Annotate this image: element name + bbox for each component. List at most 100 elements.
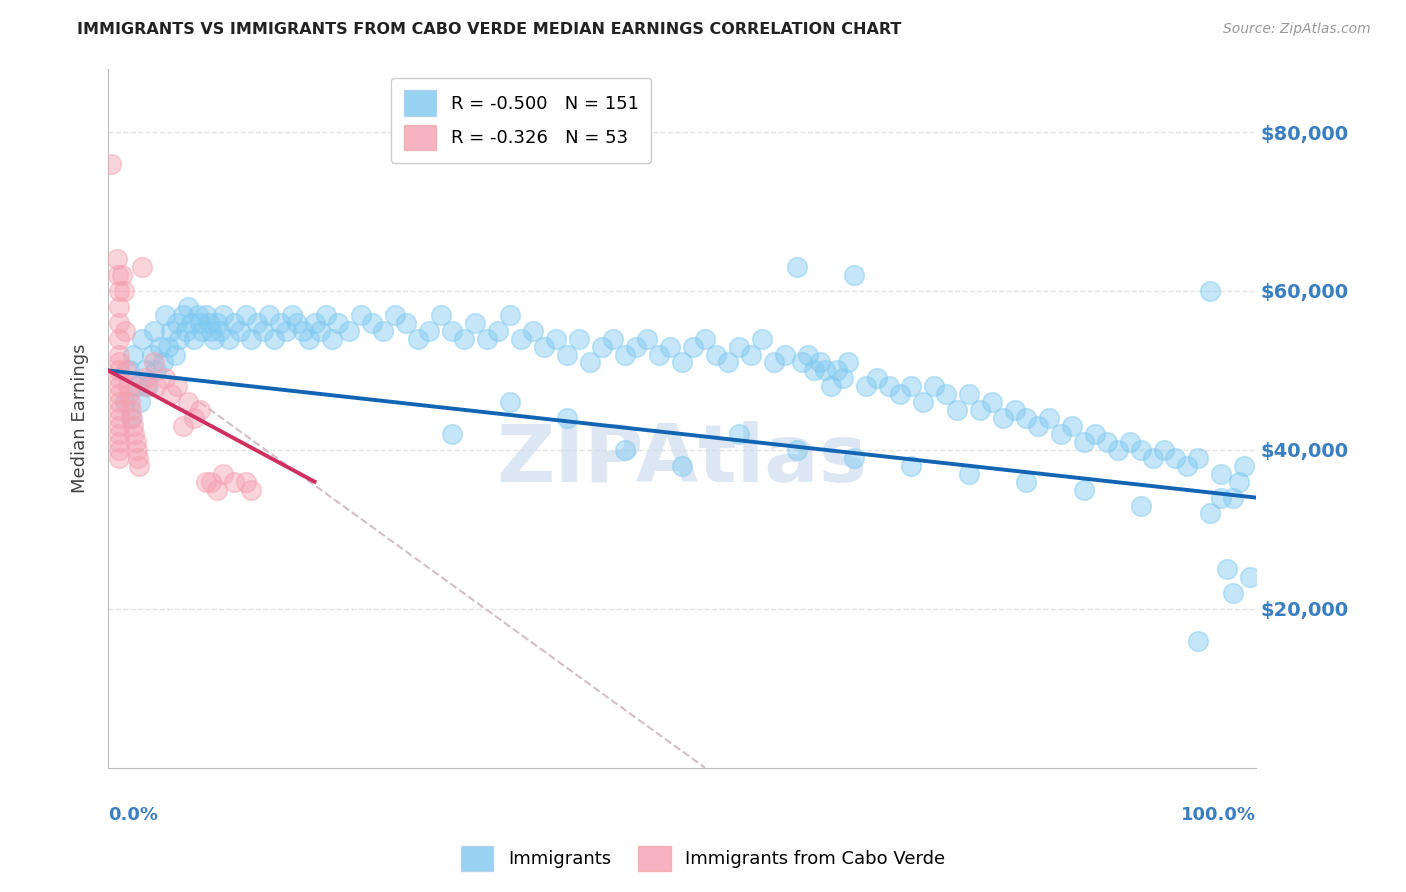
Point — [624, 340, 647, 354]
Point — [108, 355, 131, 369]
Point — [1130, 442, 1153, 457]
Point — [263, 332, 285, 346]
Point — [115, 363, 138, 377]
Point — [194, 308, 217, 322]
Point — [717, 355, 740, 369]
Point — [172, 419, 194, 434]
Point — [114, 324, 136, 338]
Point — [993, 411, 1015, 425]
Point — [188, 403, 211, 417]
Point — [1015, 475, 1038, 489]
Point — [814, 363, 837, 377]
Point — [131, 332, 153, 346]
Point — [188, 316, 211, 330]
Point — [209, 324, 232, 338]
Point — [183, 332, 205, 346]
Point — [108, 363, 131, 377]
Point — [693, 332, 716, 346]
Point — [1015, 411, 1038, 425]
Point — [1222, 491, 1244, 505]
Point — [659, 340, 682, 354]
Point — [1004, 403, 1026, 417]
Point — [200, 324, 222, 338]
Point — [855, 379, 877, 393]
Text: ZIPAtlas: ZIPAtlas — [496, 421, 868, 499]
Point — [205, 316, 228, 330]
Point — [957, 387, 980, 401]
Point — [326, 316, 349, 330]
Text: IMMIGRANTS VS IMMIGRANTS FROM CABO VERDE MEDIAN EARNINGS CORRELATION CHART: IMMIGRANTS VS IMMIGRANTS FROM CABO VERDE… — [77, 22, 901, 37]
Point — [1026, 419, 1049, 434]
Point — [145, 379, 167, 393]
Point — [1142, 450, 1164, 465]
Point — [156, 340, 179, 354]
Point — [969, 403, 991, 417]
Point — [155, 308, 177, 322]
Point — [108, 434, 131, 449]
Point — [149, 340, 172, 354]
Point — [118, 363, 141, 377]
Point — [441, 427, 464, 442]
Point — [441, 324, 464, 338]
Point — [229, 324, 252, 338]
Point — [172, 308, 194, 322]
Point — [1038, 411, 1060, 425]
Point — [820, 379, 842, 393]
Point — [555, 411, 578, 425]
Point — [122, 419, 145, 434]
Point — [486, 324, 509, 338]
Point — [533, 340, 555, 354]
Point — [499, 395, 522, 409]
Point — [166, 379, 188, 393]
Point — [108, 419, 131, 434]
Point — [108, 450, 131, 465]
Point — [274, 324, 297, 338]
Point — [122, 347, 145, 361]
Point — [825, 363, 848, 377]
Point — [177, 395, 200, 409]
Point — [127, 450, 149, 465]
Point — [108, 411, 131, 425]
Point — [831, 371, 853, 385]
Point — [160, 387, 183, 401]
Point — [198, 316, 221, 330]
Point — [108, 371, 131, 385]
Point — [280, 308, 302, 322]
Point — [1062, 419, 1084, 434]
Point — [174, 324, 197, 338]
Point — [877, 379, 900, 393]
Point — [121, 411, 143, 425]
Point — [430, 308, 453, 322]
Point — [889, 387, 911, 401]
Point — [704, 347, 727, 361]
Point — [135, 379, 157, 393]
Point — [1049, 427, 1071, 442]
Point — [125, 442, 148, 457]
Point — [269, 316, 291, 330]
Point — [349, 308, 371, 322]
Point — [980, 395, 1002, 409]
Point — [671, 458, 693, 473]
Point — [108, 387, 131, 401]
Point — [108, 427, 131, 442]
Point — [808, 355, 831, 369]
Point — [384, 308, 406, 322]
Y-axis label: Median Earnings: Median Earnings — [72, 343, 89, 493]
Point — [134, 371, 156, 385]
Point — [246, 316, 269, 330]
Point — [108, 332, 131, 346]
Point — [555, 347, 578, 361]
Point — [522, 324, 544, 338]
Point — [252, 324, 274, 338]
Point — [118, 395, 141, 409]
Point — [866, 371, 889, 385]
Point — [786, 260, 808, 274]
Point — [1211, 467, 1233, 481]
Point — [211, 308, 233, 322]
Point — [1211, 491, 1233, 505]
Point — [142, 355, 165, 369]
Point — [163, 347, 186, 361]
Point — [900, 379, 922, 393]
Point — [1187, 450, 1209, 465]
Point — [803, 363, 825, 377]
